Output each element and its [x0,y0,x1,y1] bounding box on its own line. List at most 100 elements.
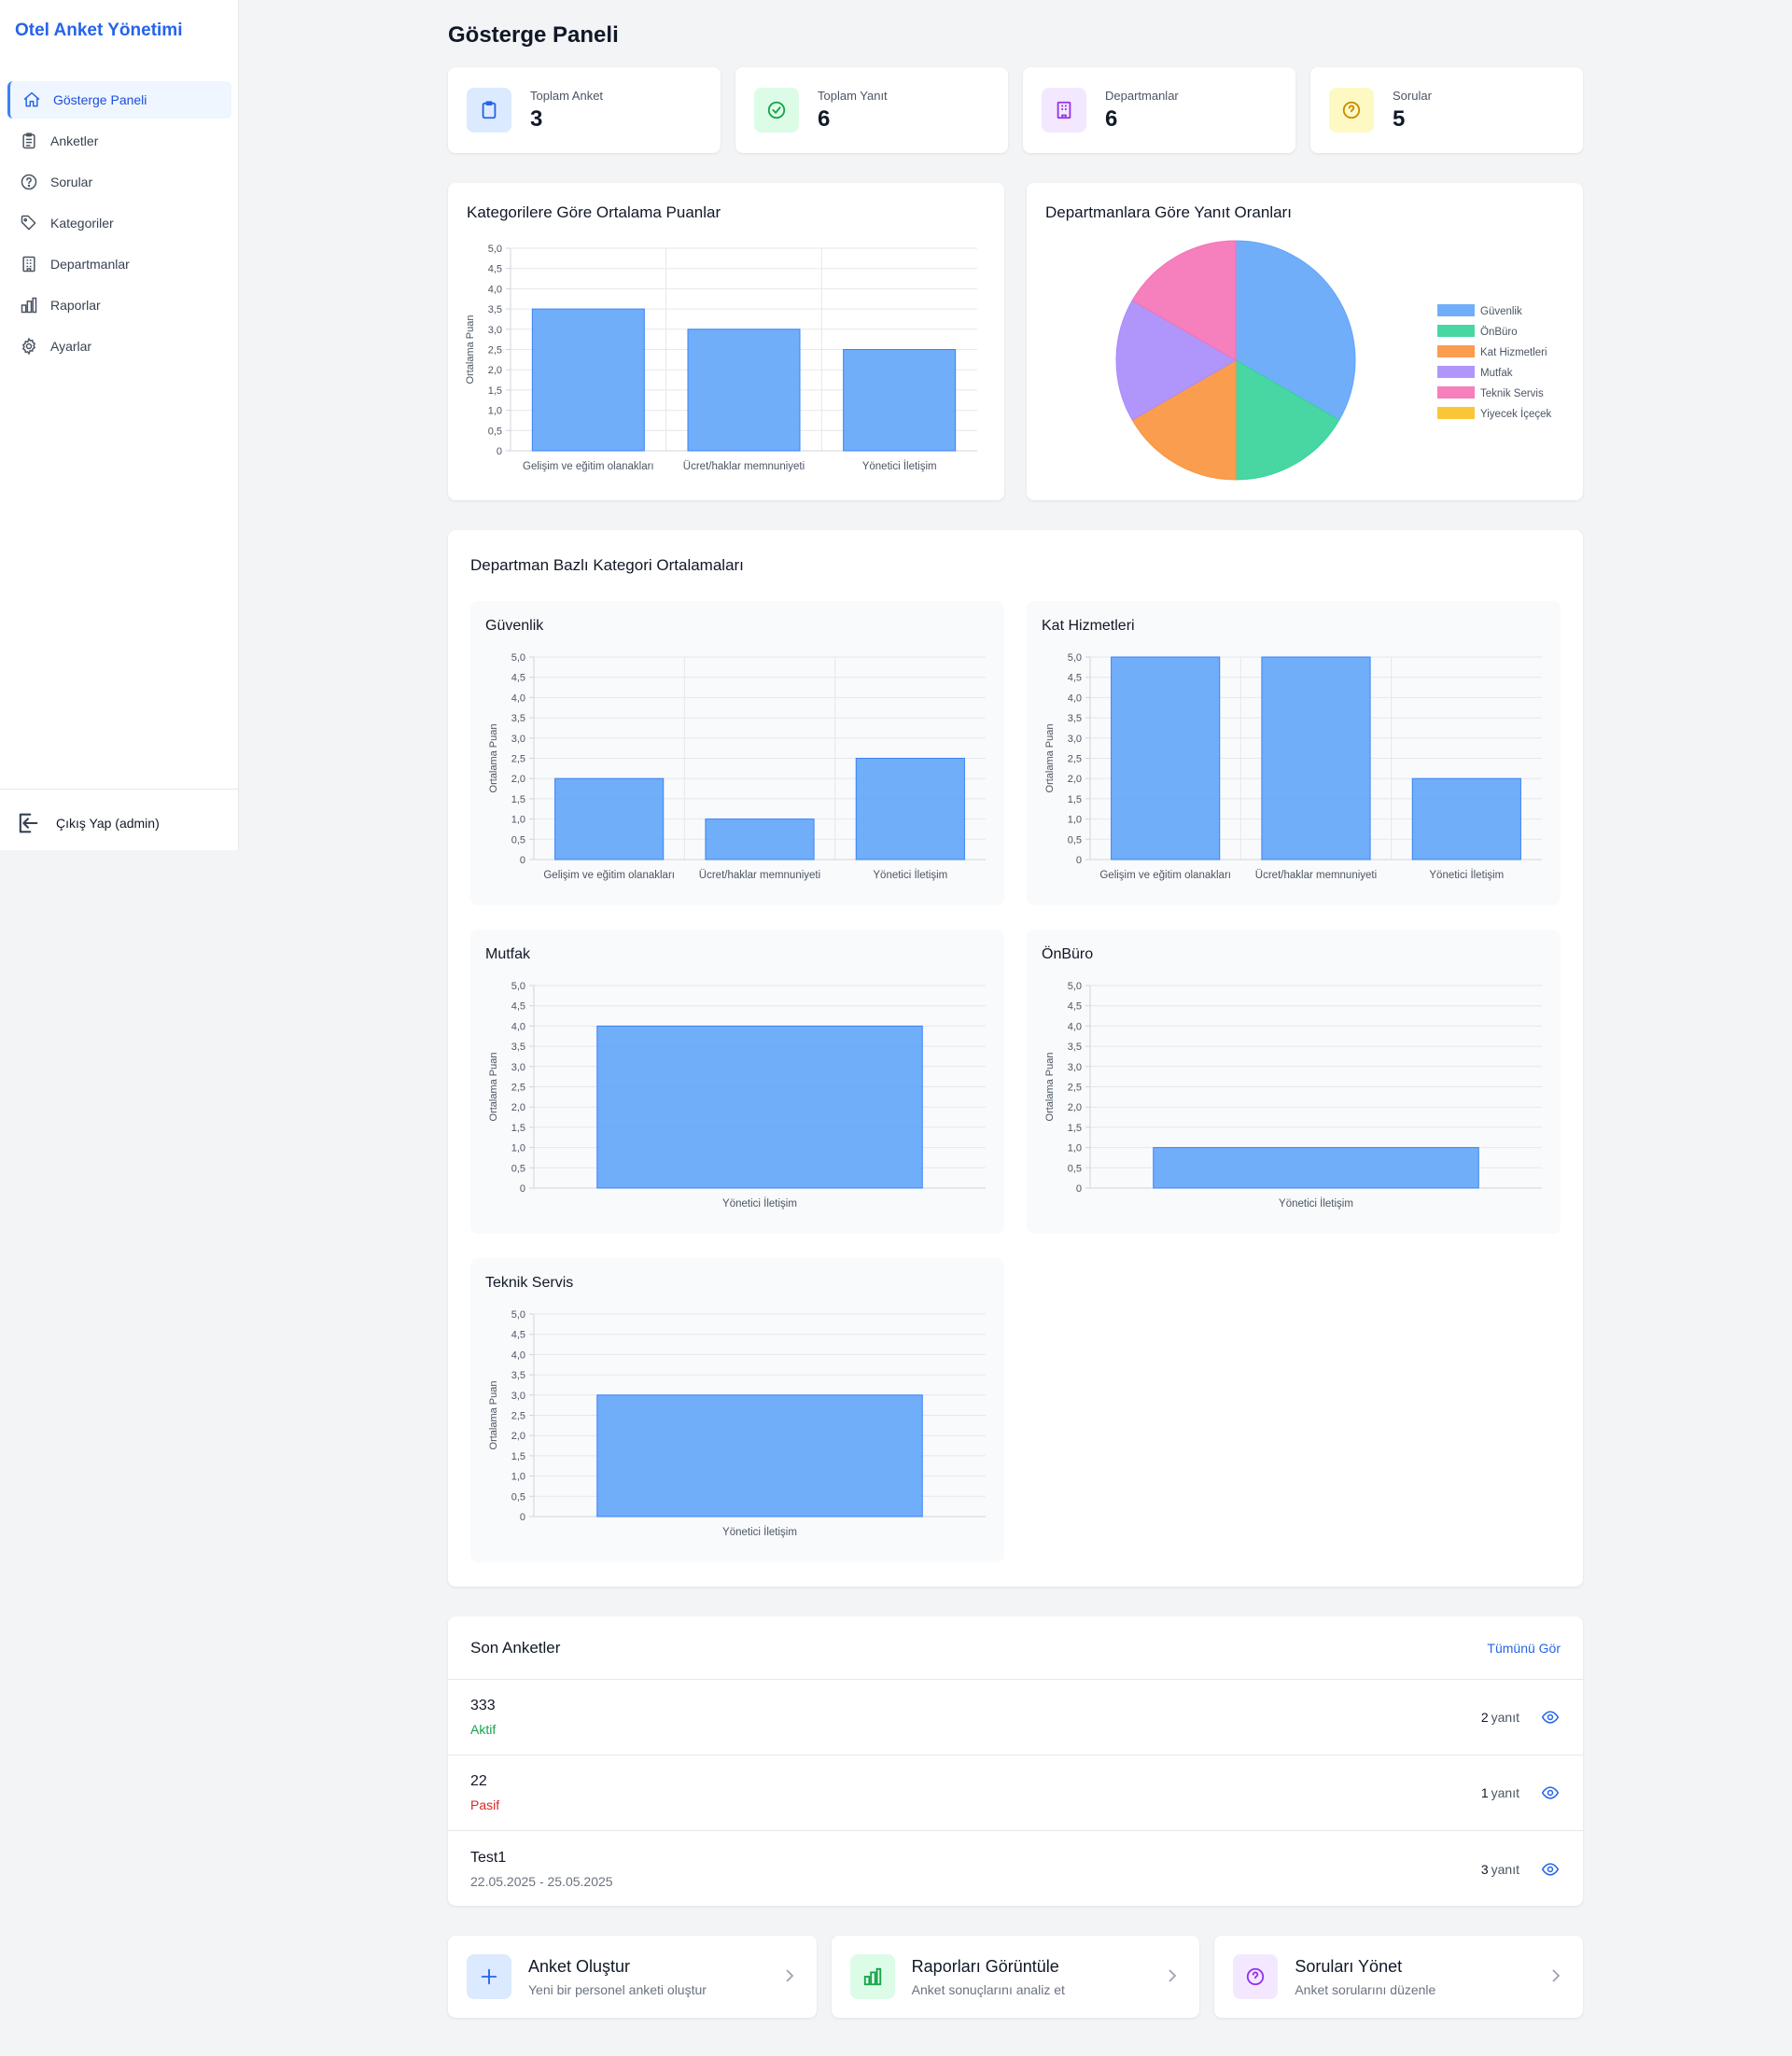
bar [531,308,645,452]
dept-bar-chart: 0 0,5 1,0 1,5 2,0 2,5 3,0 3,5 4,0 4,5 5,0 Gelişim v… [1044,652,1542,881]
survey-status: Pasif [470,1797,500,1812]
manage-questions-button[interactable]: Soruları Yönet Anket sorularını düzenle [1214,1936,1584,2018]
action-desc: Anket sonuçlarını analiz et [911,1981,1065,1997]
sidebar-item-label: Kategoriler [50,216,114,231]
action-title: Anket Oluştur [528,1956,631,1976]
y-tick-label: 4,5 [488,264,502,275]
recent-surveys-title: Son Anketler [470,1638,561,1657]
sidebar-item-dashboard[interactable]: Gösterge Paneli [7,81,231,119]
check-circle-icon [754,88,799,133]
survey-info: Test1 22.05.2025 - 25.05.2025 [470,1850,613,1889]
app-brand[interactable]: Otel Anket Yönetimi [15,21,183,40]
create-survey-button[interactable]: Anket Oluştur Yeni bir personel anketi ol… [448,1936,817,2018]
y-axis-label: Ortalama Puan [465,315,476,385]
y-tick-label: 1,0 [1068,1143,1082,1154]
sidebar-item-settings[interactable]: Ayarlar [7,328,231,365]
y-tick-label: 2,0 [511,1431,525,1442]
y-tick-label: 2,5 [488,345,502,357]
bar [1411,777,1521,860]
x-tick-label: Yönetici İletişim [873,869,947,881]
bar [554,777,665,860]
x-tick-label: Ücret/haklar memnuniyeti [683,461,805,472]
y-tick-label: 5,0 [488,244,502,255]
y-tick-label: 2,5 [511,1083,525,1094]
legend-swatch [1437,304,1475,316]
x-tick-label: Yönetici İletişim [722,1526,797,1538]
survey-info: 333 Aktif [470,1698,496,1737]
y-axis-label: Ortalama Puan [1044,1053,1056,1122]
department-section-title: Departman Bazlı Kategori Ortalamaları [470,556,744,574]
y-tick-label: 4,5 [511,1001,525,1013]
bar-chart-icon [849,1954,895,1999]
sidebar-item-surveys[interactable]: Anketler [7,122,231,160]
legend-label: Teknik Servis [1480,388,1544,399]
survey-row[interactable]: Test1 22.05.2025 - 25.05.2025 3 yanıt [448,1831,1583,1907]
y-tick-label: 4,5 [511,1330,525,1341]
clipboard-list-icon [19,131,39,151]
dept-panel-title: Kat Hizmetleri [1042,618,1135,634]
y-tick-label: 3,0 [488,325,502,336]
stat-value: 6 [818,105,831,132]
y-tick-label: 1,0 [511,1472,525,1483]
y-tick-label: 2,5 [511,754,525,765]
eye-icon[interactable] [1540,1783,1561,1803]
y-tick-label: 0 [1076,1183,1082,1195]
y-tick-label: 3,5 [488,304,502,315]
y-tick-label: 3,5 [511,713,525,724]
stats-row: Toplam Anket 3 Toplam Yanıt 6 Departmanlar… [448,67,1583,153]
plus-icon [467,1954,511,1999]
bar [855,758,965,860]
survey-row[interactable]: 333 Aktif 2 yanıt [448,1680,1583,1755]
survey-info: 22 Pasif [470,1773,499,1812]
y-tick-label: 5,0 [1068,652,1082,664]
dept-panel-title: Teknik Servis [485,1275,574,1291]
y-axis-label: Ortalama Puan [488,1053,499,1122]
question-circle-icon [19,172,39,192]
quick-actions: Anket Oluştur Yeni bir personel anketi ol… [448,1936,1584,2018]
survey-list: 333 Aktif 2 yanıt 22 Pasif 1 yanıt Test1 22.05.20… [448,1680,1583,1907]
view-reports-button[interactable]: Raporları Görüntüle Anket sonuçlarını ana… [831,1936,1200,2018]
y-tick-label: 0 [520,1512,525,1523]
y-tick-label: 0,5 [488,426,502,437]
stat-label: Toplam Yanıt [818,88,888,103]
survey-row[interactable]: 22 Pasif 1 yanıt [448,1755,1583,1831]
bar-chart-icon [19,295,39,315]
survey-meta: 2 yanıt [1481,1707,1561,1727]
stat-card-departments: Departmanlar 6 [1023,67,1295,153]
y-tick-label: 4,0 [511,1350,525,1361]
question-circle-icon [1329,88,1374,133]
building-icon [19,254,39,274]
eye-icon[interactable] [1540,1859,1561,1880]
eye-icon[interactable] [1540,1707,1561,1727]
sidebar-item-departments[interactable]: Departmanlar [7,245,231,283]
question-circle-icon [1233,1954,1279,1999]
dept-bar-chart: 0 0,5 1,0 1,5 2,0 2,5 3,0 3,5 4,0 4,5 5,0 Yönetici … [488,1309,986,1538]
response-label: yanıt [1491,1785,1519,1800]
recent-surveys-header: Son Anketler Tümünü Gör [448,1616,1583,1680]
y-tick-label: 2,0 [488,365,502,376]
logout-button[interactable]: Çıkış Yap (admin) [0,789,239,836]
y-tick-label: 2,0 [1068,1102,1082,1113]
sidebar-item-categories[interactable]: Kategoriler [7,204,231,242]
survey-name: Test1 [470,1849,507,1866]
survey-status: 22.05.2025 - 25.05.2025 [470,1873,613,1889]
dept-panel-title: Mutfak [485,946,531,962]
y-tick-label: 2,0 [511,774,525,785]
dept-panel-onburo: ÖnBüro 0 0,5 1,0 1,5 2,0 2,5 3,0 3,5 4,0 4,5 5,0 Yö… [1027,930,1561,1234]
stat-label: Sorular [1393,88,1432,103]
sidebar-item-questions[interactable]: Sorular [7,163,231,201]
bar [687,329,801,452]
legend-swatch [1437,407,1475,419]
see-all-link[interactable]: Tümünü Gör [1487,1640,1561,1656]
building-icon [1042,88,1086,133]
survey-status: Aktif [470,1722,497,1737]
dept-panel-teknik-servis: Teknik Servis 0 0,5 1,0 1,5 2,0 2,5 3,0 3,5 4,0 4… [470,1258,1004,1562]
dept-panel-title: ÖnBüro [1042,946,1094,962]
sidebar-item-label: Anketler [50,133,99,148]
x-tick-label: Gelişim ve eğitim olanakları [1099,870,1231,881]
y-tick-label: 2,5 [1068,1083,1082,1094]
pie-chart-card: Departmanlara Göre Yanıt Oranları Güvenl… [1027,183,1583,500]
bar [1153,1147,1479,1189]
sidebar-item-reports[interactable]: Raporlar [7,287,231,324]
y-tick-label: 4,0 [488,284,502,295]
